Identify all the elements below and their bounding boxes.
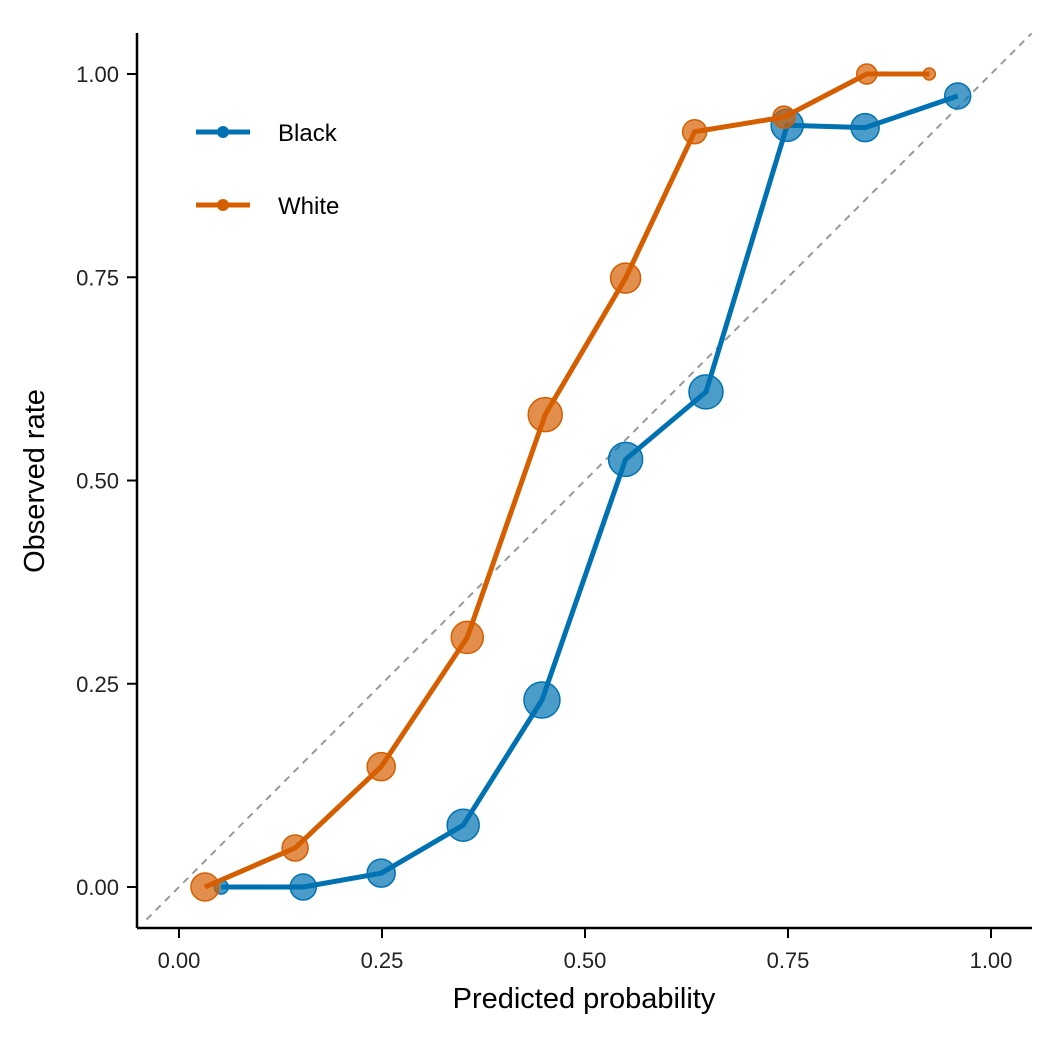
y-tick-label: 0.50 (76, 469, 119, 494)
legend-marker (217, 126, 229, 138)
diagonal-line (145, 32, 1033, 921)
data-point (366, 858, 396, 888)
x-tick-label: 0.75 (767, 948, 810, 973)
x-tick-label: 0.00 (158, 948, 201, 973)
x-tick-label: 1.00 (970, 948, 1013, 973)
series-line (203, 71, 930, 890)
y-axis-label: Observed rate (19, 389, 51, 573)
data-point (366, 751, 396, 782)
data-point (772, 105, 796, 129)
data-point (446, 808, 480, 842)
data-point (190, 872, 220, 902)
data-point (289, 873, 317, 901)
data-point (450, 620, 485, 655)
legend: Black White (196, 120, 339, 220)
x-ticks: 0.00 0.25 0.50 0.75 1.00 (158, 928, 1013, 973)
series-white (190, 63, 937, 902)
series-line (221, 93, 959, 890)
data-point (281, 834, 309, 862)
y-tick-label: 0.75 (76, 265, 119, 290)
y-tick-label: 1.00 (76, 62, 119, 87)
y-tick-label: 0.00 (76, 875, 119, 900)
legend-label: White (278, 193, 339, 220)
data-point (922, 67, 937, 81)
x-axis-label: Predicted probability (453, 983, 716, 1015)
data-point (607, 441, 644, 478)
legend-item-black: Black (196, 120, 338, 147)
y-ticks: 0.00 0.25 0.50 0.75 1.00 (76, 62, 137, 900)
data-point (527, 396, 563, 433)
data-point (856, 63, 878, 85)
reference-diagonal (145, 32, 1033, 921)
data-point (850, 112, 880, 143)
legend-item-white: White (196, 193, 339, 220)
data-point (943, 82, 972, 110)
x-tick-label: 0.25 (361, 948, 404, 973)
legend-marker (217, 199, 229, 211)
x-tick-label: 0.50 (564, 948, 607, 973)
data-point (609, 262, 642, 294)
data-point (523, 681, 561, 719)
data-point (681, 118, 708, 145)
y-tick-label: 0.25 (76, 672, 119, 697)
series-layer (190, 63, 972, 902)
legend-label: Black (278, 120, 338, 147)
data-point (688, 374, 724, 410)
